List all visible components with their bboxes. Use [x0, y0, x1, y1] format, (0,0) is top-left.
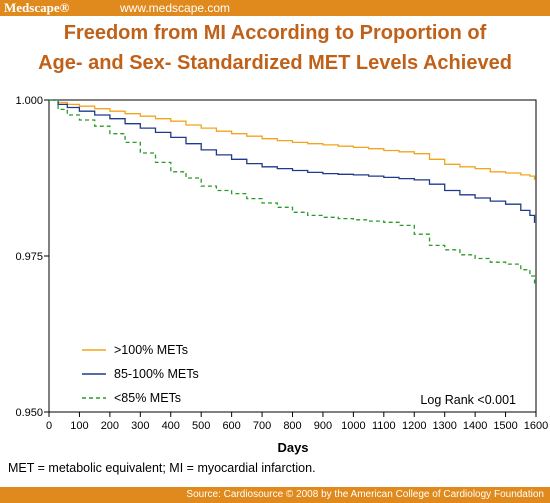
legend-label: <85% METs — [114, 391, 181, 405]
plot-frame — [48, 99, 537, 413]
y-tick-label: 0.950 — [15, 407, 43, 419]
chart-title-line2: Age- and Sex- Standardized MET Levels Ac… — [38, 52, 512, 74]
medscape-logo: Medscape® — [4, 0, 70, 15]
x-tick-label: 100 — [70, 420, 88, 432]
bottom-banner: Source: Cardiosource © 2008 by the Ameri… — [0, 487, 550, 503]
y-tick-label: 1.000 — [15, 95, 43, 107]
legend-label: 85-100% METs — [114, 367, 199, 381]
y-tick-label: 0.975 — [15, 251, 43, 263]
x-tick-label: 1600 — [524, 420, 548, 432]
x-tick-label: 900 — [314, 420, 332, 432]
chart-axes: 0 100 200 300 400 500 600 700 800 900 1000 1100 1200… — [15, 95, 548, 432]
x-tick-label: 600 — [222, 420, 240, 432]
footnote: MET = metabolic equivalent; MI = myocard… — [8, 461, 316, 475]
x-tick-label: 700 — [253, 420, 271, 432]
x-tick-label: 200 — [101, 420, 119, 432]
x-tick-label: 800 — [283, 420, 301, 432]
x-tick-label: 1000 — [341, 420, 365, 432]
top-banner: Medscape® www.medscape.com — [0, 0, 550, 16]
log-rank-annotation: Log Rank <0.001 — [420, 393, 516, 407]
x-tick-label: 1200 — [402, 420, 426, 432]
chart-series — [49, 99, 536, 285]
x-tick-label: 1500 — [493, 420, 517, 432]
x-axis-label: Days — [277, 440, 308, 455]
series-line-2 — [49, 99, 536, 223]
series-line-1 — [49, 99, 536, 180]
site-url[interactable]: www.medscape.com — [120, 1, 231, 15]
x-tick-label: 0 — [46, 420, 52, 432]
chart-legend: >100% METs 85-100% METs <85% METs — [82, 343, 199, 405]
x-tick-label: 1300 — [432, 420, 456, 432]
x-tick-label: 1100 — [372, 420, 396, 432]
x-tick-label: 400 — [162, 420, 180, 432]
series-line-3 — [49, 99, 536, 285]
x-tick-label: 300 — [131, 420, 149, 432]
x-tick-label: 500 — [192, 420, 210, 432]
chart-title-line1: Freedom from MI According to Proportion … — [63, 22, 487, 44]
source-credit: Source: Cardiosource © 2008 by the Ameri… — [186, 489, 544, 500]
legend-label: >100% METs — [114, 343, 188, 357]
x-tick-label: 1400 — [463, 420, 487, 432]
